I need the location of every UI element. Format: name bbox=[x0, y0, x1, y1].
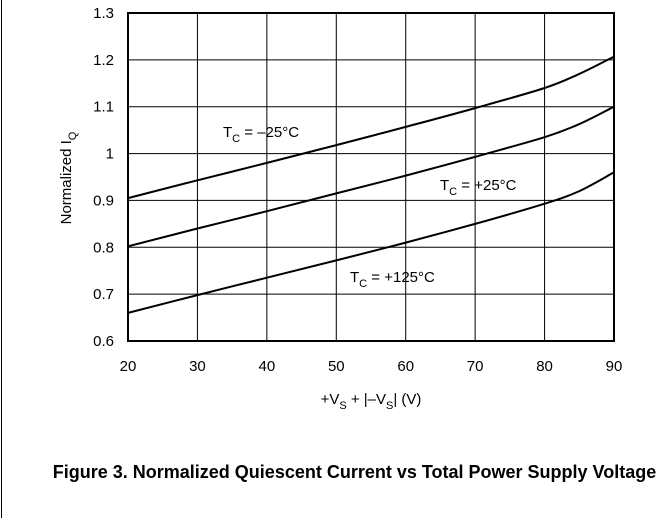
y-tick-label: 1.1 bbox=[93, 99, 114, 116]
x-tick-label: 30 bbox=[189, 358, 206, 375]
series-label-tc-minus25: TC = –25°C bbox=[223, 124, 299, 145]
y-tick-label: 0.8 bbox=[93, 239, 114, 256]
y-tick-label: 0.6 bbox=[93, 333, 114, 350]
x-tick-label: 60 bbox=[397, 358, 414, 375]
series-label-tc-plus125: TC = +125°C bbox=[350, 269, 435, 290]
series-label-tc-plus25: TC = +25°C bbox=[440, 177, 517, 198]
x-tick-labels: 20 30 40 50 60 70 80 90 bbox=[120, 358, 623, 375]
y-tick-labels: 0.6 0.7 0.8 0.9 1 1.1 1.2 1.3 bbox=[93, 5, 114, 350]
plot-area-frame bbox=[127, 12, 615, 342]
y-tick-label: 0.9 bbox=[93, 192, 114, 209]
y-tick-label: 1 bbox=[106, 146, 114, 163]
x-tick-label: 20 bbox=[120, 358, 137, 375]
curves bbox=[127, 55, 615, 314]
x-tick-label: 80 bbox=[536, 358, 553, 375]
figure-caption: Figure 3. Normalized Quiescent Current v… bbox=[52, 462, 657, 482]
curve-tc-plus125 bbox=[127, 171, 615, 314]
grid bbox=[128, 13, 614, 341]
x-axis-label: +VS + |–VS| (V) bbox=[321, 391, 422, 412]
curve-tc-minus25 bbox=[127, 55, 615, 200]
x-tick-label: 90 bbox=[606, 358, 623, 375]
y-tick-label: 1.3 bbox=[93, 5, 114, 22]
curve-tc-plus25 bbox=[127, 105, 615, 248]
y-tick-label: 0.7 bbox=[93, 286, 114, 303]
x-tick-label: 40 bbox=[259, 358, 276, 375]
chart: 20 30 40 50 60 70 80 90 0.60.70.80.911.11.21.3 … bbox=[58, 5, 623, 412]
x-tick-label: 70 bbox=[467, 358, 484, 375]
y-axis-label: Normalized IQ bbox=[58, 131, 79, 224]
page-left-border bbox=[1, 0, 2, 518]
y-tick-label: 1.2 bbox=[93, 52, 114, 69]
x-tick-label: 50 bbox=[328, 358, 345, 375]
